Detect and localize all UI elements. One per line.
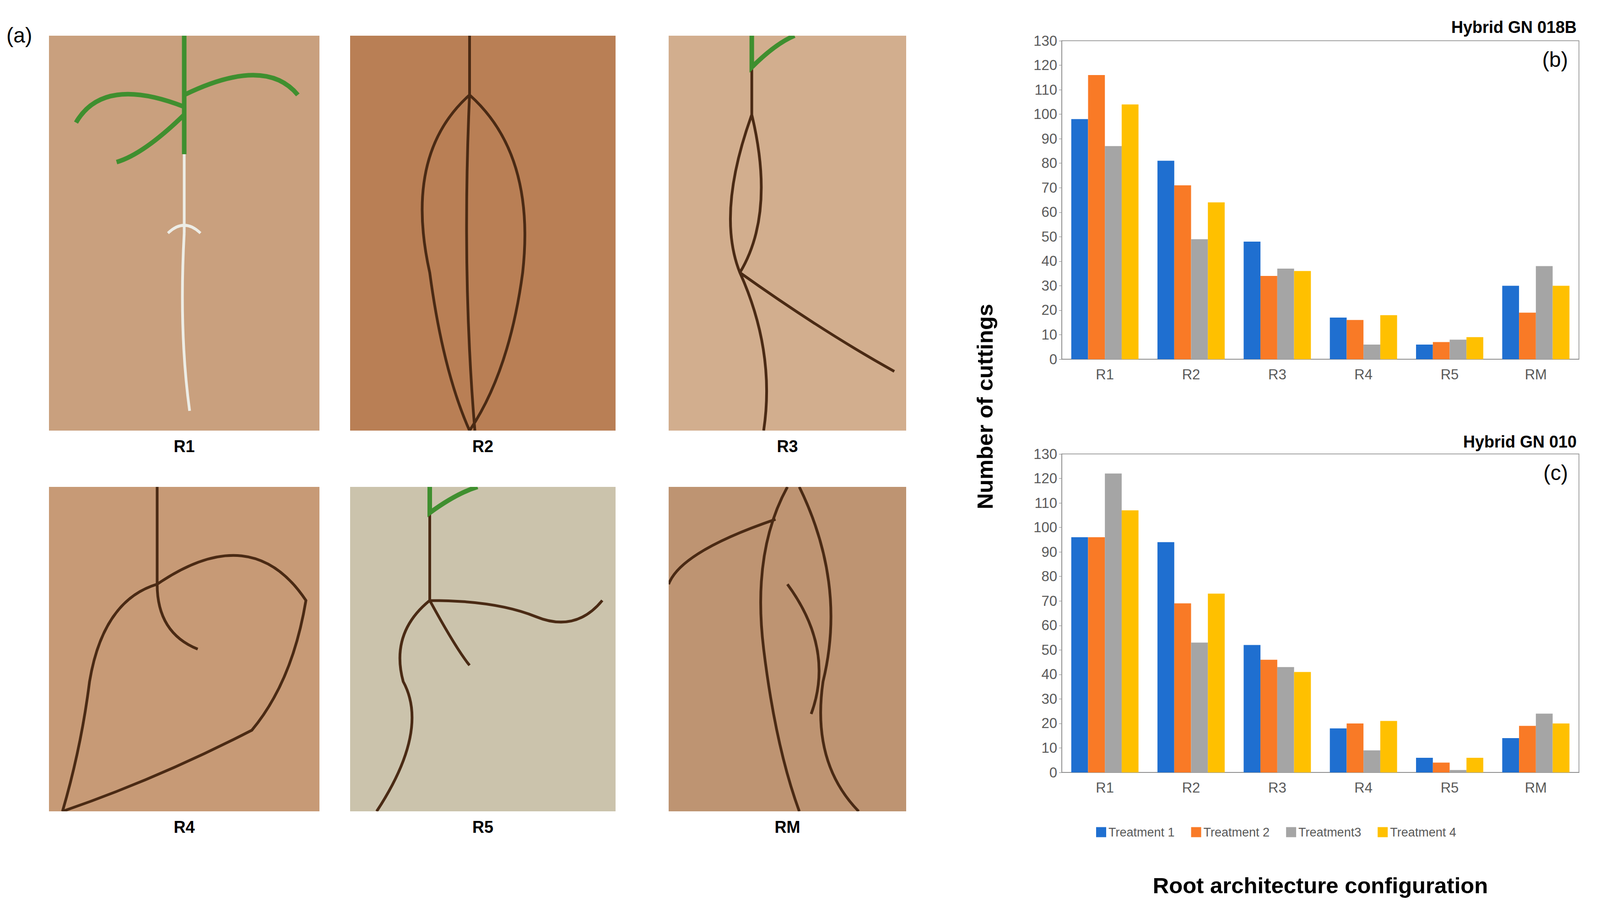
svg-text:120: 120 xyxy=(1033,57,1058,74)
svg-text:R1: R1 xyxy=(1095,779,1114,796)
svg-text:100: 100 xyxy=(1033,106,1058,123)
svg-text:130: 130 xyxy=(1033,446,1058,463)
svg-text:110: 110 xyxy=(1034,81,1058,98)
svg-text:80: 80 xyxy=(1041,155,1058,172)
svg-text:RM: RM xyxy=(1524,366,1547,383)
svg-text:(c): (c) xyxy=(1543,460,1568,485)
svg-text:R2: R2 xyxy=(1182,366,1201,383)
svg-text:0: 0 xyxy=(1049,351,1058,368)
svg-text:130: 130 xyxy=(1033,32,1058,49)
svg-text:Treatment 1: Treatment 1 xyxy=(1108,825,1175,840)
svg-text:100: 100 xyxy=(1033,519,1058,536)
svg-text:Hybrid GN 018B: Hybrid GN 018B xyxy=(1451,17,1577,37)
svg-text:90: 90 xyxy=(1041,544,1058,561)
svg-text:R3: R3 xyxy=(1268,366,1287,383)
svg-text:RM: RM xyxy=(1524,779,1547,796)
svg-text:(b): (b) xyxy=(1542,47,1568,72)
html-text:(a): (a) xyxy=(6,23,33,48)
svg-text:80: 80 xyxy=(1041,568,1058,585)
svg-text:R5: R5 xyxy=(1440,366,1460,383)
svg-text:Number of cuttings: Number of cuttings xyxy=(972,303,998,510)
svg-text:Treatment 4: Treatment 4 xyxy=(1389,825,1457,840)
svg-text:70: 70 xyxy=(1041,593,1058,610)
svg-text:Hybrid GN 010: Hybrid GN 010 xyxy=(1463,432,1577,452)
svg-text:120: 120 xyxy=(1033,470,1058,487)
svg-text:60: 60 xyxy=(1041,204,1058,221)
svg-text:90: 90 xyxy=(1041,130,1058,147)
svg-text:10: 10 xyxy=(1041,740,1058,757)
svg-text:40: 40 xyxy=(1041,666,1058,683)
html-text:R1: R1 xyxy=(173,437,195,456)
svg-text:70: 70 xyxy=(1041,179,1058,196)
svg-text:20: 20 xyxy=(1041,715,1058,732)
svg-text:50: 50 xyxy=(1041,228,1058,245)
svg-text:R4: R4 xyxy=(1354,779,1373,796)
svg-text:60: 60 xyxy=(1041,617,1058,634)
html-text:R3: R3 xyxy=(776,437,798,456)
svg-text:50: 50 xyxy=(1041,642,1058,659)
svg-text:10: 10 xyxy=(1041,326,1058,343)
svg-text:R1: R1 xyxy=(1095,366,1114,383)
svg-text:R3: R3 xyxy=(1268,779,1287,796)
svg-text:0: 0 xyxy=(1049,764,1058,781)
html-text:R5: R5 xyxy=(472,817,494,837)
svg-text:110: 110 xyxy=(1034,495,1058,512)
svg-text:Treatment3: Treatment3 xyxy=(1298,825,1362,840)
svg-text:30: 30 xyxy=(1041,691,1058,708)
svg-text:R4: R4 xyxy=(1354,366,1373,383)
svg-text:40: 40 xyxy=(1041,253,1058,270)
svg-text:Root architecture configuratio: Root architecture configuration xyxy=(1152,873,1488,898)
svg-text:30: 30 xyxy=(1041,277,1058,294)
html-text:R4: R4 xyxy=(173,817,195,837)
svg-text:20: 20 xyxy=(1041,302,1058,319)
html-text:R2: R2 xyxy=(472,437,494,456)
svg-text:Treatment 2: Treatment 2 xyxy=(1203,825,1271,840)
svg-text:R2: R2 xyxy=(1182,779,1201,796)
svg-text:R5: R5 xyxy=(1440,779,1460,796)
html-text:RM: RM xyxy=(774,817,801,837)
